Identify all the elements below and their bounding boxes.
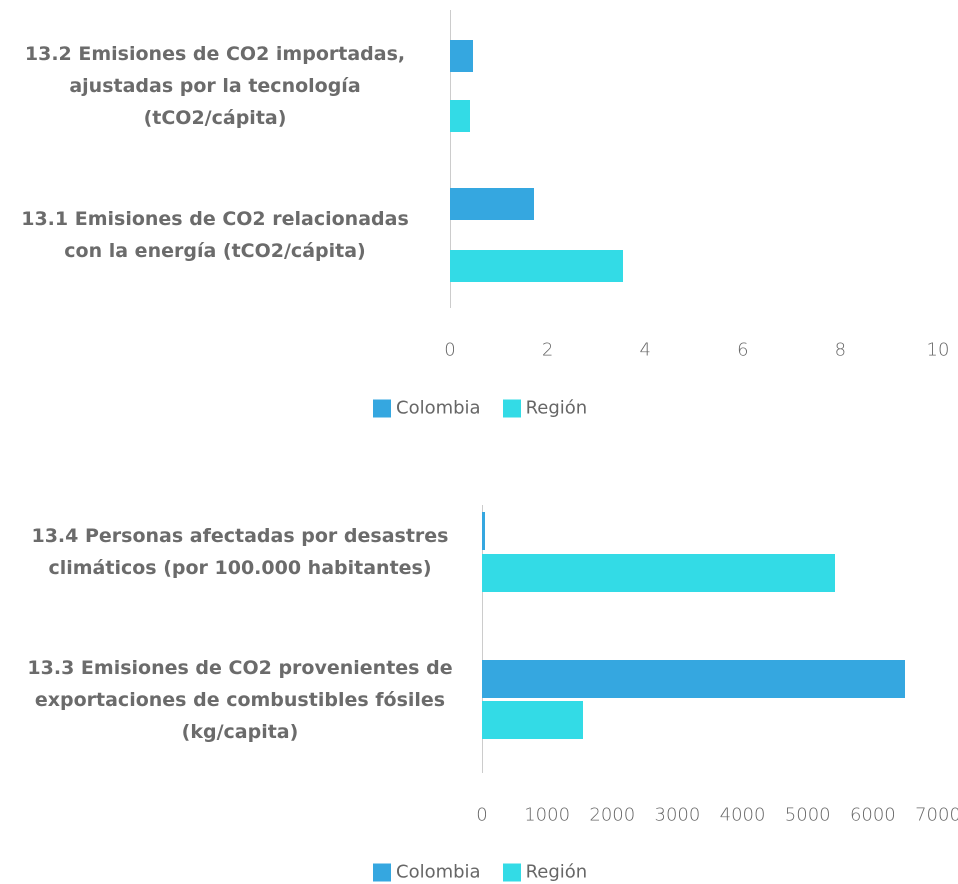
x-tick-label: 4 [639, 339, 651, 361]
x-tick-label: 0 [476, 804, 488, 826]
legend-label: Colombia [396, 397, 481, 419]
axis-line [450, 10, 451, 308]
x-tick-label: 0 [444, 339, 456, 361]
bar [482, 701, 583, 739]
category-label: 13.3 Emisiones de CO2 provenientes de ex… [27, 656, 453, 743]
category-label: 13.4 Personas afectadas por desastres cl… [31, 525, 449, 579]
x-tick-label: 6000 [849, 804, 896, 826]
bar [482, 554, 835, 592]
bar [450, 100, 470, 132]
x-tick-label: 2 [541, 339, 554, 361]
bar [450, 188, 534, 220]
x-tick-label: 3000 [654, 804, 701, 826]
category-label: 13.2 Emisiones de CO2 importadas, ajusta… [24, 43, 406, 129]
legend-swatch [502, 863, 521, 881]
x-tick-label: 2000 [589, 804, 636, 826]
legend: Colombia Región [373, 398, 609, 419]
bar [482, 512, 485, 550]
legend-swatch [373, 399, 391, 417]
legend-swatch [502, 399, 521, 417]
axis-line [482, 505, 483, 773]
x-tick-label: 7000 [915, 804, 958, 826]
category-label: 13.1 Emisiones de CO2 relacionadas con l… [21, 208, 409, 262]
legend-label: Región [525, 397, 588, 419]
legend-swatch [373, 863, 391, 881]
x-tick-label: 8 [834, 339, 847, 361]
legend-label: Colombia [396, 861, 481, 883]
x-tick-label: 1000 [524, 804, 571, 826]
bar [482, 660, 906, 698]
x-tick-label: 4000 [719, 804, 766, 826]
bar [450, 250, 624, 282]
legend: Colombia Región [373, 862, 609, 883]
x-tick-label: 6 [737, 339, 749, 361]
x-tick-label: 5000 [784, 804, 831, 826]
x-tick-label: 10 [926, 339, 950, 361]
bar [450, 40, 473, 72]
legend-label: Región [525, 861, 588, 883]
